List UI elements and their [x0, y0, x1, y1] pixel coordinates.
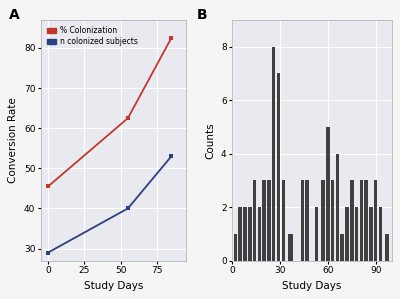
- Y-axis label: Counts: Counts: [205, 122, 215, 158]
- Bar: [385, 234, 389, 260]
- Bar: [272, 47, 276, 260]
- Bar: [277, 73, 280, 260]
- Bar: [321, 180, 325, 260]
- Bar: [238, 207, 242, 260]
- Text: B: B: [197, 8, 208, 22]
- Bar: [340, 234, 344, 260]
- Bar: [364, 180, 368, 260]
- Bar: [331, 180, 334, 260]
- Text: A: A: [9, 8, 20, 22]
- Bar: [290, 234, 293, 260]
- Bar: [253, 180, 256, 260]
- Bar: [267, 180, 271, 260]
- Bar: [288, 234, 291, 260]
- X-axis label: Study Days: Study Days: [282, 281, 342, 291]
- Bar: [369, 207, 373, 260]
- Bar: [336, 154, 339, 260]
- Bar: [306, 180, 309, 260]
- Bar: [262, 180, 266, 260]
- Bar: [345, 207, 349, 260]
- Bar: [374, 180, 378, 260]
- Bar: [234, 234, 237, 260]
- Bar: [248, 207, 252, 260]
- Bar: [243, 207, 247, 260]
- Bar: [355, 207, 358, 260]
- Legend: % Colonization, n colonized subjects: % Colonization, n colonized subjects: [45, 24, 140, 48]
- Bar: [315, 207, 318, 260]
- Bar: [282, 180, 285, 260]
- Bar: [379, 207, 382, 260]
- Bar: [301, 180, 304, 260]
- X-axis label: Study Days: Study Days: [84, 281, 143, 291]
- Bar: [360, 180, 363, 260]
- Bar: [258, 207, 261, 260]
- Bar: [350, 180, 354, 260]
- Y-axis label: Conversion Rate: Conversion Rate: [8, 97, 18, 183]
- Bar: [326, 127, 330, 260]
